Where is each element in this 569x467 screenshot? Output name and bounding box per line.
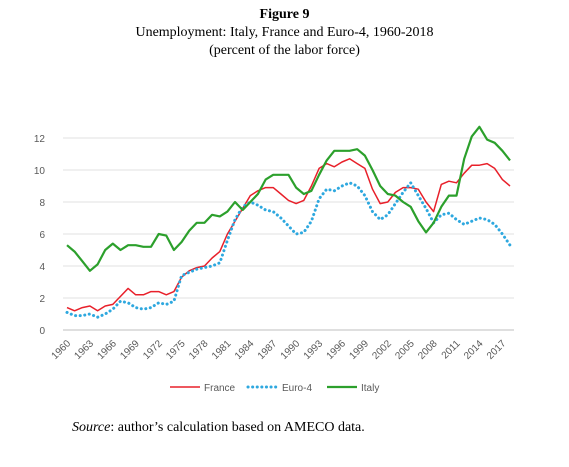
- chart-subtitle: (percent of the labor force): [209, 43, 360, 58]
- source-label: Source: [72, 420, 111, 435]
- x-tick-label: 1993: [302, 338, 326, 362]
- grid-lines: [63, 137, 514, 331]
- x-tick-label: 2002: [370, 338, 394, 362]
- x-tick-label: 1999: [347, 338, 371, 362]
- legend: France Euro-4 Italy: [170, 383, 379, 394]
- x-tick-label: 1960: [50, 338, 74, 362]
- y-tick-label: 10: [34, 166, 46, 177]
- series-line-france: [66, 158, 511, 312]
- x-tick-label: 2005: [393, 338, 417, 362]
- x-tick-label: 1990: [279, 338, 303, 362]
- x-tick-label: 1966: [95, 338, 119, 362]
- y-tick-label: 4: [39, 262, 45, 273]
- series-line-euro-4: [65, 181, 512, 319]
- y-tick-label: 6: [39, 230, 45, 241]
- figure-number: Figure 9: [259, 7, 310, 22]
- x-tick-label: 1996: [325, 338, 349, 362]
- y-tick-label: 0: [39, 326, 45, 337]
- legend-label: Italy: [361, 383, 379, 394]
- series-lines: [65, 125, 512, 319]
- legend-label: Euro-4: [282, 383, 312, 394]
- legend-label: France: [204, 383, 236, 394]
- x-tick-label: 2008: [416, 338, 440, 362]
- y-tick-label: 2: [39, 294, 45, 305]
- x-tick-label: 2011: [440, 338, 463, 361]
- x-tick-label: 1984: [233, 338, 257, 362]
- x-tick-label: 2014: [462, 338, 486, 362]
- x-tick-label: 2017: [485, 338, 509, 362]
- y-axis: 0 2 4 6 8 10 12: [34, 134, 46, 337]
- y-tick-label: 12: [34, 134, 46, 145]
- x-tick-label: 1975: [164, 338, 188, 362]
- series-line-italy: [66, 125, 511, 272]
- x-tick-label: 1981: [210, 338, 234, 362]
- y-tick-label: 8: [39, 198, 45, 209]
- figure-heading: Figure 9 Unemployment: Italy, France and…: [0, 6, 569, 60]
- source-note: Source: author’s calculation based on AM…: [72, 420, 365, 436]
- source-text: : author’s calculation based on AMECO da…: [110, 420, 365, 435]
- x-tick-label: 1972: [141, 338, 165, 362]
- x-tick-label: 1963: [73, 338, 97, 362]
- chart-title: Unemployment: Italy, France and Euro-4, …: [135, 25, 434, 40]
- x-tick-label: 1969: [118, 338, 142, 362]
- x-tick-label: 1987: [256, 338, 280, 362]
- x-axis: 1960 1963 1966 1969 1972 1975 1978 1981 1984 1987…: [50, 338, 509, 362]
- x-tick-label: 1978: [187, 338, 211, 362]
